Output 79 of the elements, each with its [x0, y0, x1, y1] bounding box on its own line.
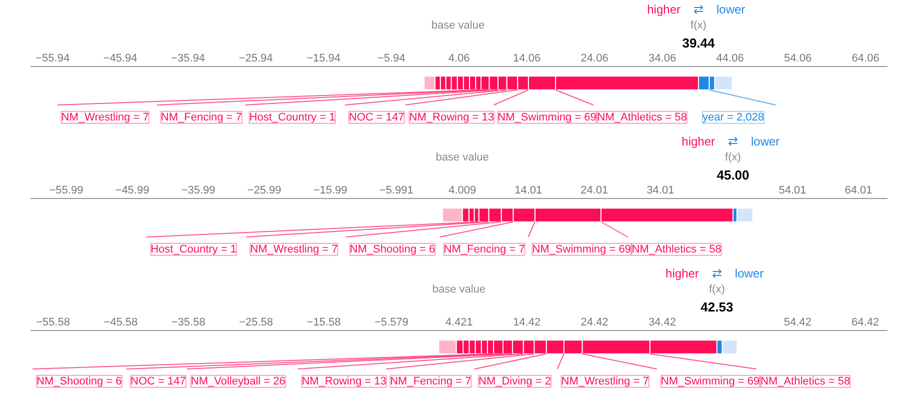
annotation: lower — [734, 266, 764, 280]
x-tick-label: −5.94 — [377, 52, 406, 64]
x-tick-label: −25.58 — [239, 316, 274, 328]
x-tick-label: 54.06 — [784, 52, 812, 64]
text: NM_Wrestling = 7 — [61, 111, 149, 124]
x-tick-label: 4.06 — [448, 52, 470, 64]
x-tick-label: 64.06 — [852, 52, 880, 64]
series-label: NM_Fencing = 7 — [444, 243, 525, 256]
x-tick-label: 24.42 — [580, 316, 608, 328]
text: NOC = 147 — [130, 375, 186, 388]
annotation: 39.44 — [682, 36, 716, 50]
x-tick-label: −25.94 — [238, 52, 273, 64]
x-tick-label: −55.99 — [49, 184, 84, 196]
x-tick-label: 4.421 — [445, 316, 473, 328]
x-tick-label: 34.01 — [646, 184, 674, 196]
x-tick-label: 14.42 — [513, 316, 541, 328]
x-tick-label: 54.42 — [784, 316, 812, 328]
x-tick-label: −45.99 — [115, 184, 150, 196]
annotation: higher — [682, 134, 716, 148]
x-tick-label: 4.009 — [448, 184, 476, 196]
text: lower — [716, 2, 746, 16]
text: NM_Fencing = 7 — [390, 375, 472, 388]
x-tick-label: 34.06 — [648, 52, 676, 64]
annotation: base value — [436, 152, 489, 164]
text: NM_Volleyball = 26 — [190, 375, 286, 388]
series-label: NM_Athletics = 58 — [597, 111, 687, 124]
x-tick-label: 34.42 — [648, 316, 676, 328]
x-tick-label: −35.94 — [171, 52, 206, 64]
annotation: lower — [751, 134, 780, 148]
x-tick-label: −35.58 — [171, 316, 206, 328]
x-tick-label: 64.01 — [844, 184, 872, 196]
x-tick-label: −55.58 — [36, 316, 70, 328]
text: NM_Shooting = 6 — [36, 375, 122, 388]
annotation: 45.00 — [716, 168, 750, 182]
text: higher — [647, 2, 680, 16]
x-tick-label: 44.06 — [716, 52, 744, 64]
text: NM_Shooting = 6 — [350, 243, 436, 256]
text: Host_Country = 1 — [150, 243, 237, 256]
x-tick-label: 24.06 — [580, 52, 608, 64]
annotation: ⇄ — [728, 134, 738, 148]
series-label: NM_Diving = 2 — [478, 375, 551, 388]
x-tick-label: 54.01 — [778, 184, 806, 196]
text: NM_Swimming = 69 — [660, 375, 760, 388]
x-tick-label: −5.579 — [374, 316, 408, 328]
text: ⇄ — [693, 2, 704, 16]
x-tick-label: 64.42 — [852, 316, 880, 328]
annotation: base value — [432, 284, 486, 296]
text: NM_Rowing = 13 — [302, 375, 386, 388]
text: NM_Rowing = 13 — [409, 111, 494, 124]
x-tick-label: −35.99 — [181, 184, 216, 196]
x-tick-label: −25.99 — [247, 184, 282, 196]
x-tick-label: −45.94 — [103, 52, 138, 64]
text: NM_Fencing = 7 — [160, 111, 242, 124]
bar — [736, 208, 754, 222]
x-tick-label: 24.01 — [580, 184, 608, 196]
x-tick-label: 14.01 — [514, 184, 542, 196]
annotation: 42.53 — [700, 300, 734, 314]
x-tick-label: −5.991 — [379, 184, 414, 196]
legend-label: NM_Swimming = 69 — [498, 111, 596, 124]
legend-label: NM_Swimming = 69 — [532, 243, 631, 256]
x-tick-label: 14.06 — [513, 52, 541, 64]
series-label: year = 2,028 — [702, 111, 764, 124]
legend-label: NM_Wrestling = 7 — [561, 375, 649, 388]
text: base value — [431, 20, 485, 32]
annotation: higher — [666, 266, 699, 280]
x-tick-label: −15.94 — [306, 52, 341, 64]
text: f(x) — [690, 20, 706, 32]
annotation: ⇄ — [712, 266, 722, 280]
x-tick-label: −15.99 — [313, 184, 348, 196]
annotation: f(x) — [708, 284, 725, 296]
x-tick-label: −45.58 — [104, 316, 138, 328]
annotation: f(x) — [725, 152, 741, 164]
x-tick-label: −15.58 — [306, 316, 341, 328]
text: Host_Country = 1 — [249, 111, 336, 124]
text: NM_Wrestling = 7 — [250, 243, 338, 256]
text: NM_Athletics = 58 — [760, 375, 850, 388]
series-label: NM_Athletics = 58 — [632, 243, 722, 256]
text: NOC = 147 — [348, 111, 404, 124]
x-tick-label: −55.94 — [36, 52, 70, 64]
